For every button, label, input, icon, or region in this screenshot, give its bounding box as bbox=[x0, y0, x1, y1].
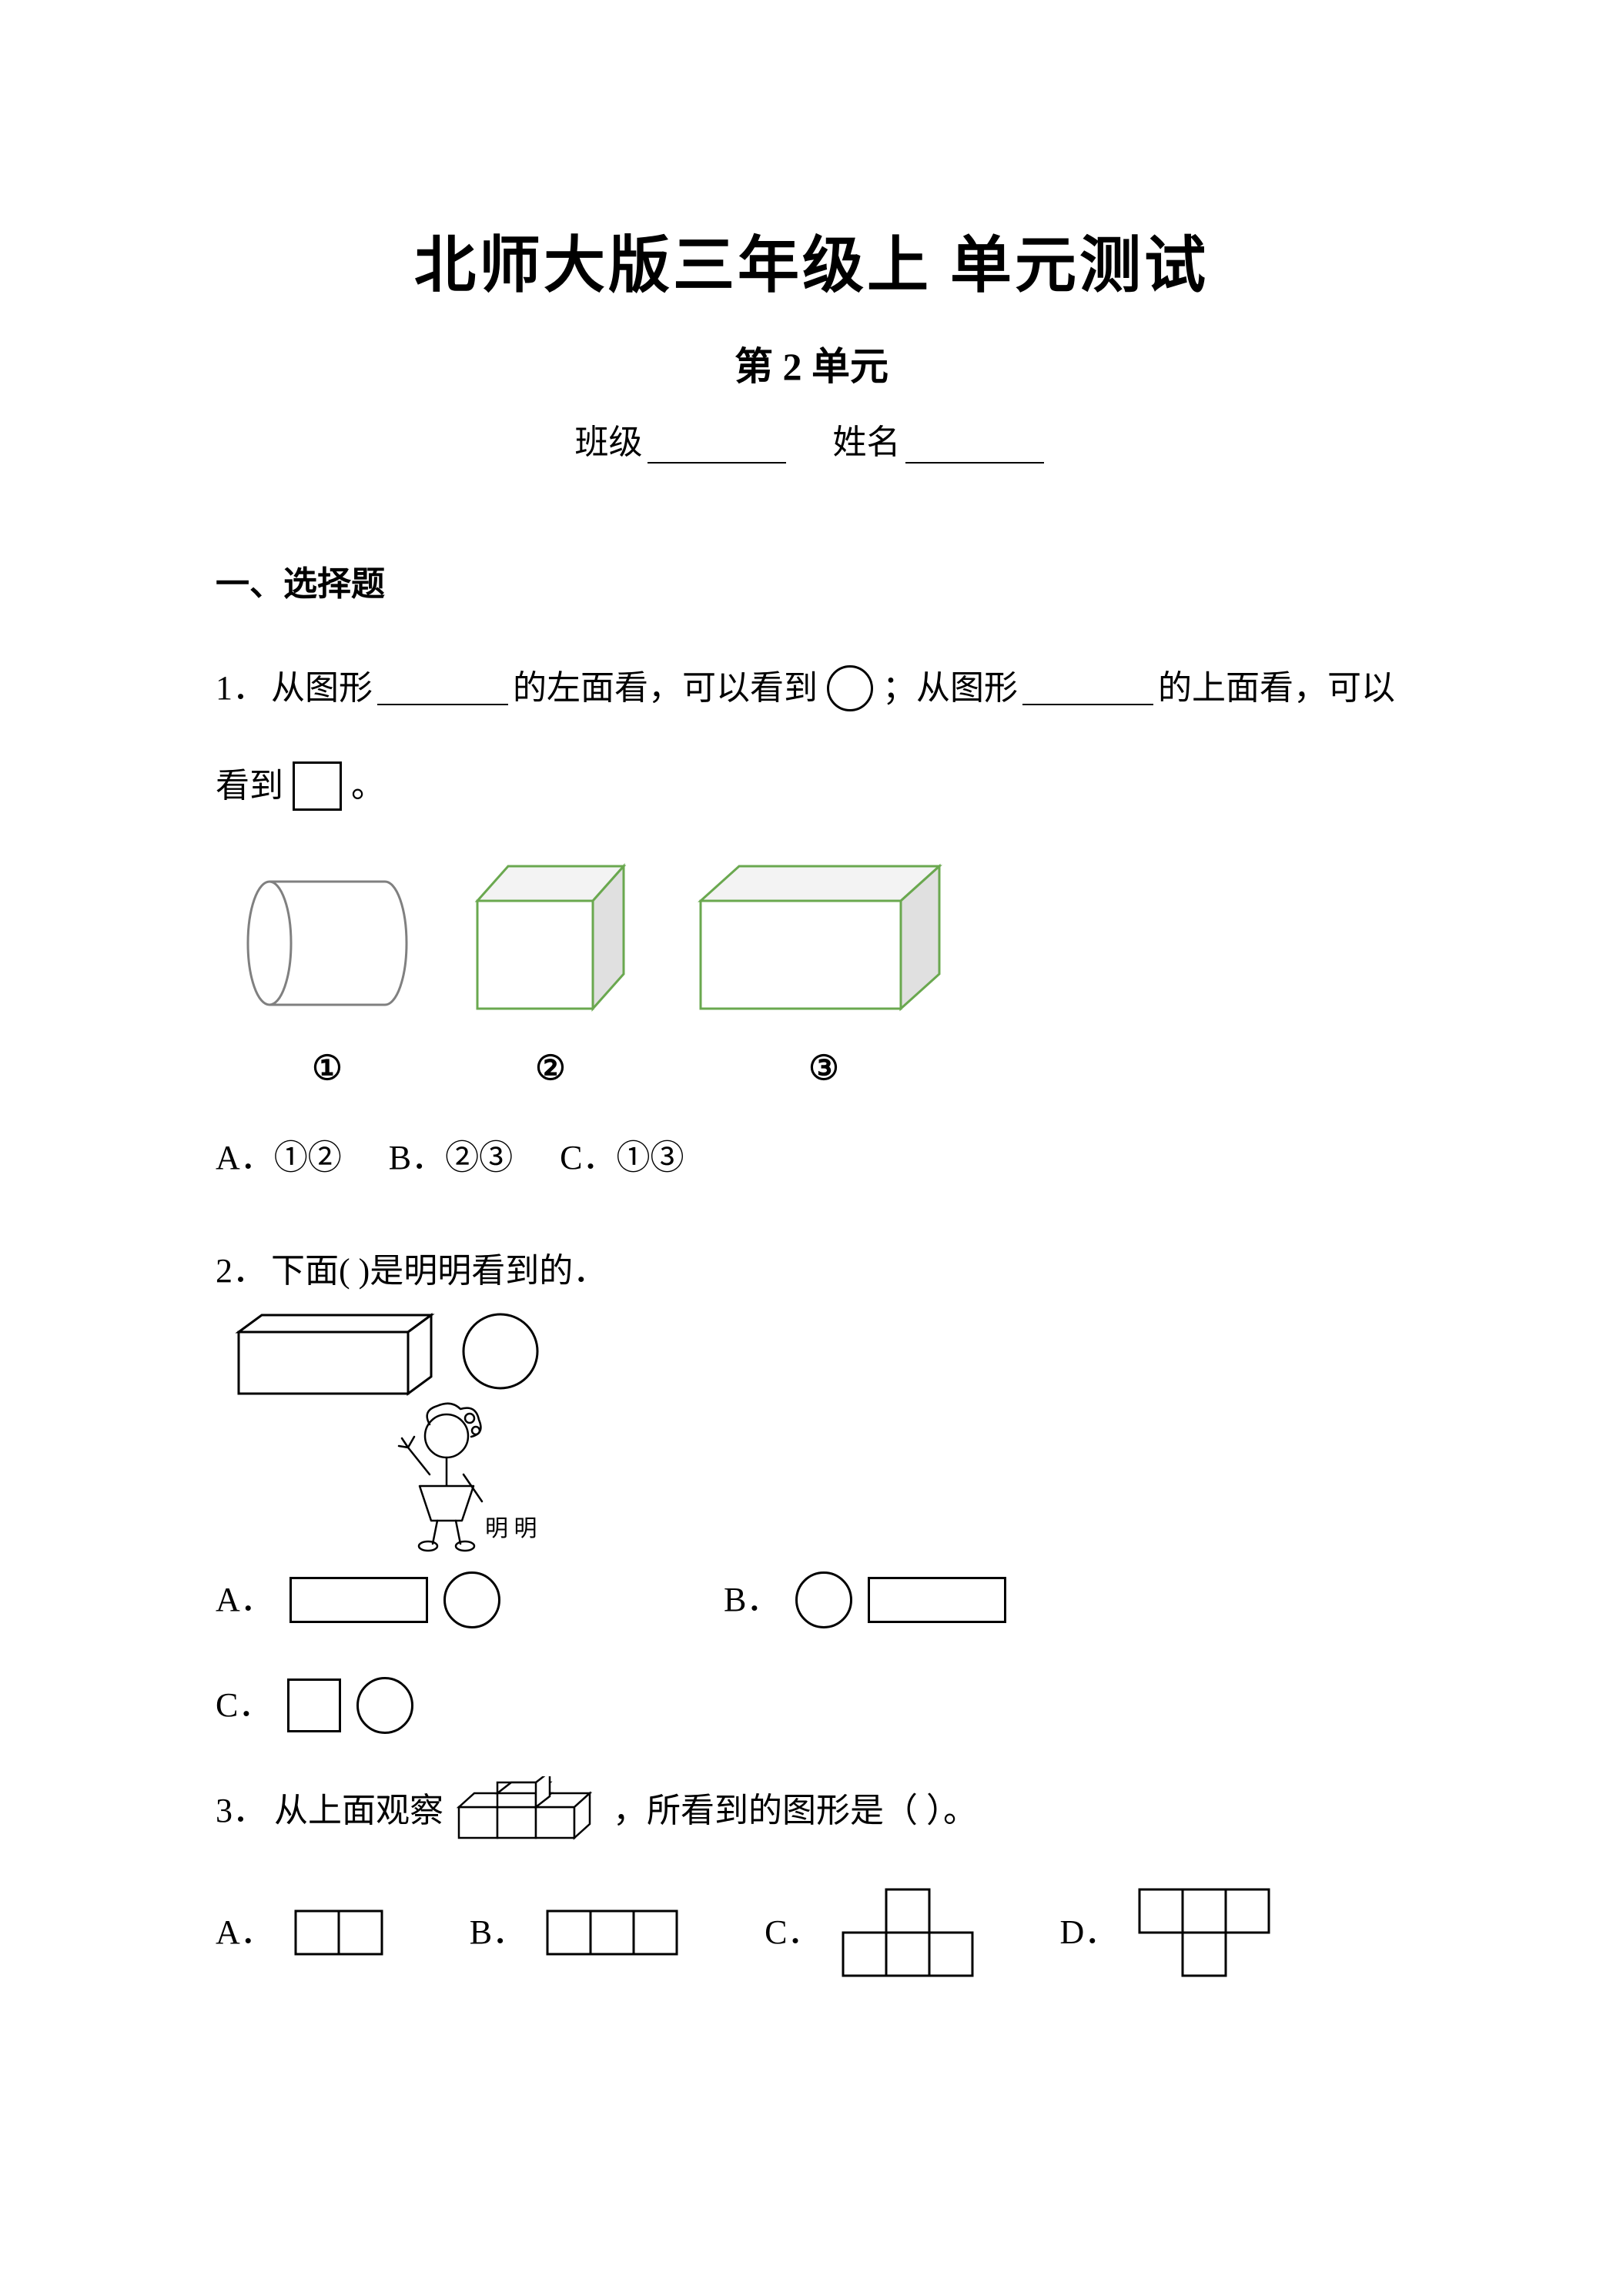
q1-part1: 从图形 bbox=[271, 651, 373, 726]
q2-num: 2． bbox=[216, 1234, 266, 1309]
class-blank[interactable] bbox=[648, 433, 786, 464]
q3-labelB: B． bbox=[470, 1896, 526, 1970]
class-name-row: 班级 姓名 bbox=[216, 414, 1407, 464]
q2-labelC: C． bbox=[216, 1668, 272, 1743]
shape-cylinder: ① bbox=[239, 870, 416, 1106]
q1-line2-prefix: 看到 bbox=[216, 749, 283, 824]
q3-optD[interactable]: D． bbox=[1060, 1886, 1280, 1979]
optA-circle bbox=[443, 1571, 500, 1628]
q2-scene: 明 明 bbox=[231, 1309, 616, 1555]
q2-options: A． B． C． bbox=[216, 1563, 1407, 1743]
q1-line2-suffix: 。 bbox=[351, 749, 385, 824]
page-title: 北师大版三年级上 单元测试 bbox=[216, 216, 1407, 305]
q1-optA[interactable]: A．①② bbox=[216, 1139, 342, 1176]
optA-rect bbox=[289, 1577, 428, 1623]
q3-text-row: 3． 从上面观察 bbox=[216, 1774, 1407, 1849]
q3-num: 3． bbox=[216, 1774, 266, 1849]
page-subtitle: 第 2 单元 bbox=[216, 336, 1407, 391]
shape-label-2: ② bbox=[535, 1032, 565, 1106]
q2-text-row: 2． 下面( )是明明看到的． bbox=[216, 1234, 1407, 1309]
name-blank[interactable] bbox=[905, 433, 1044, 464]
optD-shape bbox=[1136, 1886, 1280, 1979]
q1-num: 1． bbox=[216, 651, 266, 726]
q2-optC[interactable]: C． bbox=[216, 1668, 1407, 1743]
name-label: 姓名 bbox=[833, 423, 901, 461]
optC-shape bbox=[840, 1886, 983, 1979]
q1-optC[interactable]: C．①③ bbox=[560, 1139, 684, 1176]
square-icon bbox=[293, 761, 342, 811]
q3-optA[interactable]: A． bbox=[216, 1896, 393, 1970]
question-1: 1． 从图形 的左面看，可以看到 ；从图形 的上面看，可以 看到 。 bbox=[216, 651, 1407, 1196]
circle-icon bbox=[827, 665, 873, 711]
optA-shape bbox=[293, 1908, 393, 1957]
q3-optB[interactable]: B． bbox=[470, 1896, 688, 1970]
q3-labelD: D． bbox=[1060, 1896, 1119, 1970]
q2-optA[interactable]: A． bbox=[216, 1563, 678, 1638]
q2-text: 下面( )是明明看到的． bbox=[271, 1234, 607, 1309]
q1-part3: ；从图形 bbox=[882, 651, 1018, 726]
q2-scene-svg: 明 明 bbox=[231, 1309, 616, 1555]
q1-part4: 的上面看，可以 bbox=[1158, 651, 1395, 726]
q3-cubes-icon bbox=[451, 1776, 605, 1846]
person-label-text: 明 明 bbox=[485, 1516, 537, 1541]
q1-options: A．①② B．②③ C．①③ bbox=[216, 1121, 1407, 1196]
shape-label-3: ③ bbox=[808, 1032, 838, 1106]
q3-labelC: C． bbox=[765, 1896, 821, 1970]
class-label: 班级 bbox=[575, 423, 643, 461]
section-1-heading: 一、选择题 bbox=[216, 556, 1407, 605]
q1-part2: 的左面看，可以看到 bbox=[513, 651, 818, 726]
optC-circle bbox=[356, 1677, 413, 1734]
cube-icon bbox=[462, 855, 639, 1016]
optB-shape bbox=[544, 1908, 688, 1957]
shape-cuboid: ③ bbox=[685, 855, 962, 1106]
question-2: 2． 下面( )是明明看到的． bbox=[216, 1234, 1407, 1742]
q3-optC[interactable]: C． bbox=[765, 1886, 982, 1979]
optB-circle bbox=[795, 1571, 852, 1628]
q1-blank1[interactable] bbox=[377, 671, 508, 705]
q2-labelB: B． bbox=[724, 1563, 780, 1638]
cuboid-icon bbox=[685, 855, 962, 1016]
shape-label-1: ① bbox=[312, 1032, 342, 1106]
q1-shapes: ① ② ③ bbox=[239, 855, 1407, 1106]
cylinder-icon bbox=[239, 870, 416, 1016]
page: 北师大版三年级上 单元测试 第 2 单元 班级 姓名 一、选择题 1． 从图形 … bbox=[0, 0, 1623, 2296]
optB-rect bbox=[868, 1577, 1006, 1623]
q1-line1: 1． 从图形 的左面看，可以看到 ；从图形 的上面看，可以 bbox=[216, 651, 1407, 726]
q1-line2: 看到 。 bbox=[216, 749, 1407, 824]
shape-cube: ② bbox=[462, 855, 639, 1106]
q2-labelA: A． bbox=[216, 1563, 274, 1638]
q2-optB[interactable]: B． bbox=[724, 1563, 1186, 1638]
q1-blank2[interactable] bbox=[1022, 671, 1153, 705]
optC-square bbox=[287, 1678, 341, 1732]
q1-optB[interactable]: B．②③ bbox=[389, 1139, 513, 1176]
question-3: 3． 从上面观察 bbox=[216, 1774, 1407, 1980]
q3-part1: 从上面观察 bbox=[274, 1774, 443, 1849]
q3-part2: ，所看到的图形是（ ）。 bbox=[613, 1774, 977, 1849]
q3-options: A． B． C． bbox=[216, 1886, 1407, 1979]
q3-labelA: A． bbox=[216, 1896, 274, 1970]
